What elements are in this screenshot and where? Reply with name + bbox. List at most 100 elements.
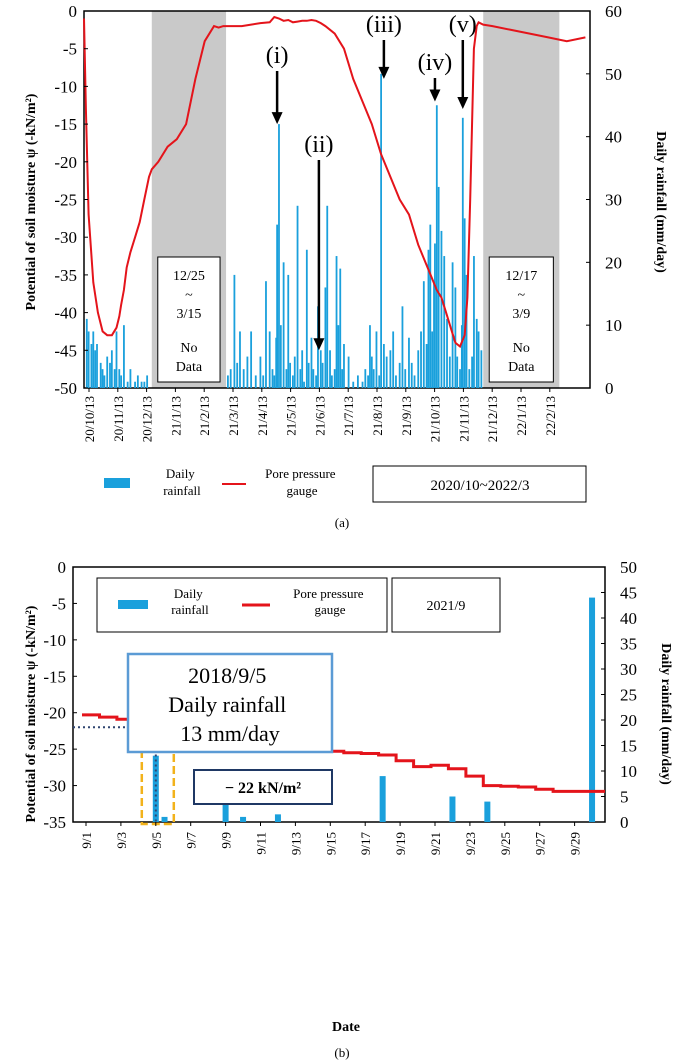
- rainfall-bar: [347, 356, 350, 388]
- rainfall-bar: [236, 362, 239, 388]
- rainfall-bar: [463, 218, 466, 388]
- annotation-arrow-head: [429, 89, 441, 102]
- rainfall-bar: [343, 344, 345, 388]
- annotation-arrow-head: [457, 97, 469, 110]
- left-tick-label: -5: [52, 594, 66, 613]
- x-axis-ticks: 20/10/13 20/11/13 20/12/13 21/1/13 21/2/13 21…: [82, 388, 558, 442]
- left-tick-label: 0: [58, 558, 67, 577]
- rainfall-bar: [143, 381, 146, 388]
- rainfall-bar: [126, 381, 129, 388]
- x-axis-ticks: 9/1 9/3 9/5 9/7 9/9 9/11 9/13 9/15 9/17 9/19 9/21 9…: [79, 822, 583, 855]
- no-data-tilde: ~: [518, 288, 526, 303]
- no-data-from: 12/25: [173, 269, 205, 284]
- rainfall-bar: [446, 318, 448, 388]
- x-tick-label: 21/1/13: [168, 396, 183, 436]
- rainfall-bar: [337, 325, 340, 388]
- rainfall-bar: [96, 344, 98, 388]
- legend-rainfall-word1: Daily: [166, 466, 195, 481]
- right-tick-label: 20: [620, 711, 637, 730]
- legend-gauge-label: Pore pressure gauge: [293, 586, 367, 617]
- annotation-label: (iii): [366, 12, 402, 38]
- no-data-tilde: ~: [185, 288, 193, 303]
- y-axis-label-right: Daily rainfall (mm/day): [658, 643, 673, 785]
- rainfall-bar: [268, 331, 271, 388]
- rainfall-bar: [339, 268, 342, 388]
- x-tick-label: 21/12/13: [485, 396, 500, 442]
- rainfall-bar: [278, 124, 280, 388]
- x-tick-label: 9/19: [393, 832, 408, 855]
- rainfall-bar: [475, 318, 478, 388]
- rainfall-bar: [303, 381, 305, 388]
- rainfall-bar: [99, 362, 102, 388]
- rainfall-bar: [92, 331, 95, 388]
- rainfall-bar: [123, 325, 125, 388]
- rainfall-bar: [440, 230, 443, 388]
- right-tick-label: 20: [605, 253, 622, 272]
- rainfall-bar: [274, 814, 281, 822]
- right-tick-label: 50: [620, 558, 637, 577]
- rainfall-bar: [262, 375, 265, 388]
- rainfall-bar: [398, 362, 401, 388]
- rainfall-bar: [404, 369, 407, 388]
- rainfall-bar: [401, 306, 404, 388]
- rainfall-bar: [437, 186, 440, 388]
- x-tick-label: 20/10/13: [82, 396, 97, 442]
- rainfall-bars: [85, 73, 483, 389]
- rainfall-bar: [279, 325, 282, 388]
- rainfall-bar: [379, 776, 386, 822]
- legend-rainfall-swatch: [104, 478, 130, 488]
- legend-rainfall-word2: rainfall: [163, 483, 201, 498]
- x-tick-label: 21/3/13: [226, 396, 241, 436]
- rainfall-bar: [449, 796, 456, 822]
- rainfall-bar: [101, 369, 104, 388]
- rainfall-bar: [287, 274, 290, 388]
- x-tick-label: 9/5: [149, 832, 164, 849]
- rainfall-bar: [312, 369, 315, 388]
- rainfall-bar: [326, 205, 329, 388]
- rainfall-bar: [425, 344, 428, 388]
- right-tick-label: 10: [605, 316, 622, 335]
- rainfall-annotation-box: [126, 652, 334, 754]
- rainfall-bar: [146, 375, 149, 388]
- rainfall-bar: [291, 375, 294, 388]
- right-tick-label: 50: [605, 65, 622, 84]
- left-tick-label: -40: [54, 304, 77, 323]
- no-data-to: 3/9: [512, 307, 530, 322]
- panel-b-label: (b): [334, 1045, 349, 1060]
- rainfall-bar: [265, 281, 267, 388]
- x-tick-label: 21/4/13: [255, 396, 270, 436]
- left-tick-label: -15: [54, 115, 77, 134]
- left-tick-label: -35: [43, 813, 66, 832]
- rainfall-bar: [87, 331, 90, 388]
- x-tick-label: 21/2/13: [197, 396, 212, 436]
- event-annotations: (i) (ii) (iii) (iv) (v): [266, 12, 477, 351]
- legend-rainfall-word2: rainfall: [171, 602, 209, 617]
- right-tick-label: 25: [620, 686, 637, 705]
- rainfall-bar: [246, 356, 249, 388]
- rainfall-bar: [296, 205, 299, 388]
- left-tick-label: -15: [43, 667, 66, 686]
- rainfall-bar: [431, 331, 434, 388]
- rainfall-bar: [480, 350, 483, 388]
- reference-dotted-lines: [73, 726, 157, 822]
- x-tick-label: 21/10/13: [428, 396, 443, 442]
- x-tick-label: 21/9/13: [399, 396, 414, 436]
- rainfall-bar: [321, 362, 324, 388]
- rainfall-bar: [240, 816, 247, 822]
- x-tick-label: 9/13: [288, 832, 303, 855]
- rainfall-bar: [392, 331, 395, 388]
- x-tick-label: 9/21: [428, 832, 443, 855]
- y-axis-label-left: Potential of soil moisture ψ (-kN/m²): [24, 605, 39, 822]
- x-axis-label: Date: [332, 1020, 360, 1035]
- rainfall-bar: [275, 337, 278, 388]
- rainfall-bar: [484, 801, 491, 822]
- pore-pressure-line: [83, 15, 586, 349]
- no-data-text1: No: [180, 341, 197, 356]
- rainfall-bar: [395, 375, 397, 388]
- legend-rainfall-word1: Daily: [174, 586, 203, 601]
- rainfall-bar: [465, 274, 468, 388]
- rainfall-bar: [113, 369, 116, 388]
- rainfall-bar: [460, 325, 463, 388]
- x-tick-label: 22/1/13: [514, 396, 529, 436]
- rainfall-bar: [352, 381, 355, 388]
